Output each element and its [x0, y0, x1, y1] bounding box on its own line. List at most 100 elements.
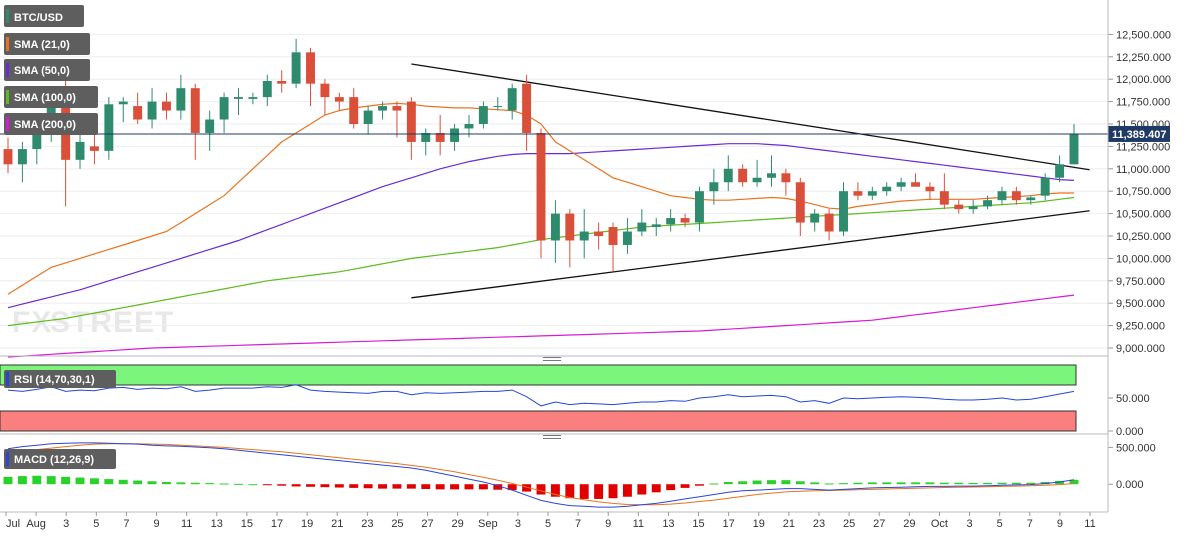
y-axis-macd: 0.000 500.000: [1108, 442, 1156, 491]
candle-body: [147, 101, 157, 120]
macd-hist-bar: [579, 484, 589, 499]
candle-body: [334, 97, 344, 102]
panel-splitter-2[interactable]: [0, 433, 1108, 439]
y-tick-label: 11,750.000: [1116, 97, 1170, 109]
candle-body: [75, 141, 85, 160]
candle-body: [234, 97, 243, 99]
panel-splitter-1[interactable]: [0, 355, 1108, 361]
macd-hist-bar: [939, 482, 949, 485]
macd-hist-bar: [997, 482, 1007, 485]
rsi-overbought-zone: [0, 364, 1077, 386]
macd-hist-bar: [867, 482, 877, 485]
candle-body: [795, 182, 805, 223]
macd-hist-bar: [565, 484, 575, 499]
y-tick-label: 12,000.000: [1116, 74, 1171, 86]
x-tick-label: 5: [545, 518, 551, 530]
macd-hist-bar: [680, 484, 690, 488]
legend-symbol[interactable]: BTC/USD: [4, 5, 84, 27]
main-panel-bg: [0, 0, 1108, 356]
x-tick-label: Jul: [6, 518, 20, 530]
x-tick-label: 29: [903, 518, 915, 530]
macd-hist-bar: [651, 484, 661, 493]
legend-sma50-label: SMA (50,0): [14, 65, 70, 77]
legend-sma100[interactable]: SMA (100,0): [4, 86, 98, 108]
macd-signal-path: [7, 443, 1075, 506]
legend-sma50[interactable]: SMA (50,0): [4, 59, 90, 81]
candle-body: [536, 132, 546, 241]
candle-body: [1069, 133, 1079, 165]
macd-hist-bar: [435, 484, 445, 490]
candle-body: [507, 88, 517, 111]
candle-body: [579, 231, 589, 241]
legend-macd[interactable]: MACD (12,26,9): [4, 449, 116, 469]
macd-hist-bar: [795, 481, 805, 485]
legend-sma200-label: SMA (200,0): [14, 119, 76, 131]
macd-hist-bar: [608, 484, 618, 499]
candle-body: [896, 182, 906, 187]
sma200-line: [7, 294, 1075, 358]
legend-sma21-swatch: [6, 37, 9, 51]
macd-hist-bar: [147, 481, 157, 485]
macd-hist-bar: [190, 482, 200, 485]
x-tick-label: 15: [241, 518, 253, 530]
y-tick-label: 12,500.000: [1116, 29, 1171, 41]
macd-hist-bar: [46, 476, 56, 485]
x-tick-label: 11: [181, 518, 192, 530]
macd-hist-bar: [637, 484, 647, 495]
candle-body: [752, 177, 762, 183]
y-tick-label: 12,250.000: [1116, 52, 1171, 64]
macd-hist-bar: [262, 484, 272, 486]
candle-body: [104, 104, 114, 151]
y-tick-label: 9,750.000: [1116, 276, 1165, 288]
x-tick-label: 27: [421, 518, 433, 530]
macd-hist-bar: [75, 477, 85, 485]
macd-hist-bar: [983, 482, 993, 485]
last-price-label: 11,389.407: [1112, 129, 1166, 141]
legend-sma100-bg: [4, 86, 98, 108]
candle-body: [997, 191, 1007, 201]
candle-body: [666, 218, 676, 225]
candle-body: [421, 132, 431, 142]
x-tick-label: 19: [301, 518, 313, 530]
x-tick-label: 13: [211, 518, 223, 530]
macd-hist-bar: [1055, 480, 1065, 485]
macd-hist-bar: [536, 484, 546, 495]
macd-hist-bar: [666, 484, 676, 491]
macd-hist-bar: [1069, 479, 1079, 485]
candle-body: [17, 149, 27, 165]
legend-macd-swatch: [6, 452, 9, 466]
candle-body: [219, 97, 229, 120]
macd-hist-bar: [810, 482, 820, 485]
candle-body: [1011, 191, 1021, 201]
y-tick-label: 10,750.000: [1116, 186, 1171, 198]
candle-body: [824, 213, 834, 232]
y-tick-label: 9,000.000: [1116, 343, 1165, 355]
candle-body: [133, 106, 143, 120]
macd-hist-bar: [32, 475, 42, 485]
macd-hist-bar: [968, 482, 978, 485]
x-tick-label: 25: [391, 518, 403, 530]
macd-hist-bar: [277, 484, 287, 486]
x-tick-label: 13: [662, 518, 674, 530]
macd-hist-bar: [896, 482, 906, 485]
x-tick-label: 7: [123, 518, 129, 530]
legend-sma21[interactable]: SMA (21,0): [4, 33, 90, 55]
macd-lines: [7, 442, 1075, 508]
legend-rsi[interactable]: RSI (14,70,30,1): [4, 370, 116, 388]
macd-hist-bar: [594, 484, 604, 499]
x-tick-label: 3: [63, 518, 69, 530]
macd-hist-bar: [3, 476, 13, 485]
macd-hist-bar: [176, 482, 186, 485]
candle-body: [983, 200, 993, 207]
candle-body: [1055, 164, 1065, 178]
candle-body: [565, 213, 575, 241]
x-tick-label: 23: [361, 518, 373, 530]
legend-sma200[interactable]: SMA (200,0): [4, 113, 98, 135]
candle-body: [781, 173, 791, 183]
candle-body: [925, 186, 935, 192]
macd-hist-bar: [349, 484, 359, 488]
candle-body: [306, 52, 315, 84]
legend: BTC/USD SMA (21,0) SMA (50,0) SMA (100,0…: [4, 5, 98, 135]
last-price-tag: 11,389.407: [1108, 125, 1170, 142]
